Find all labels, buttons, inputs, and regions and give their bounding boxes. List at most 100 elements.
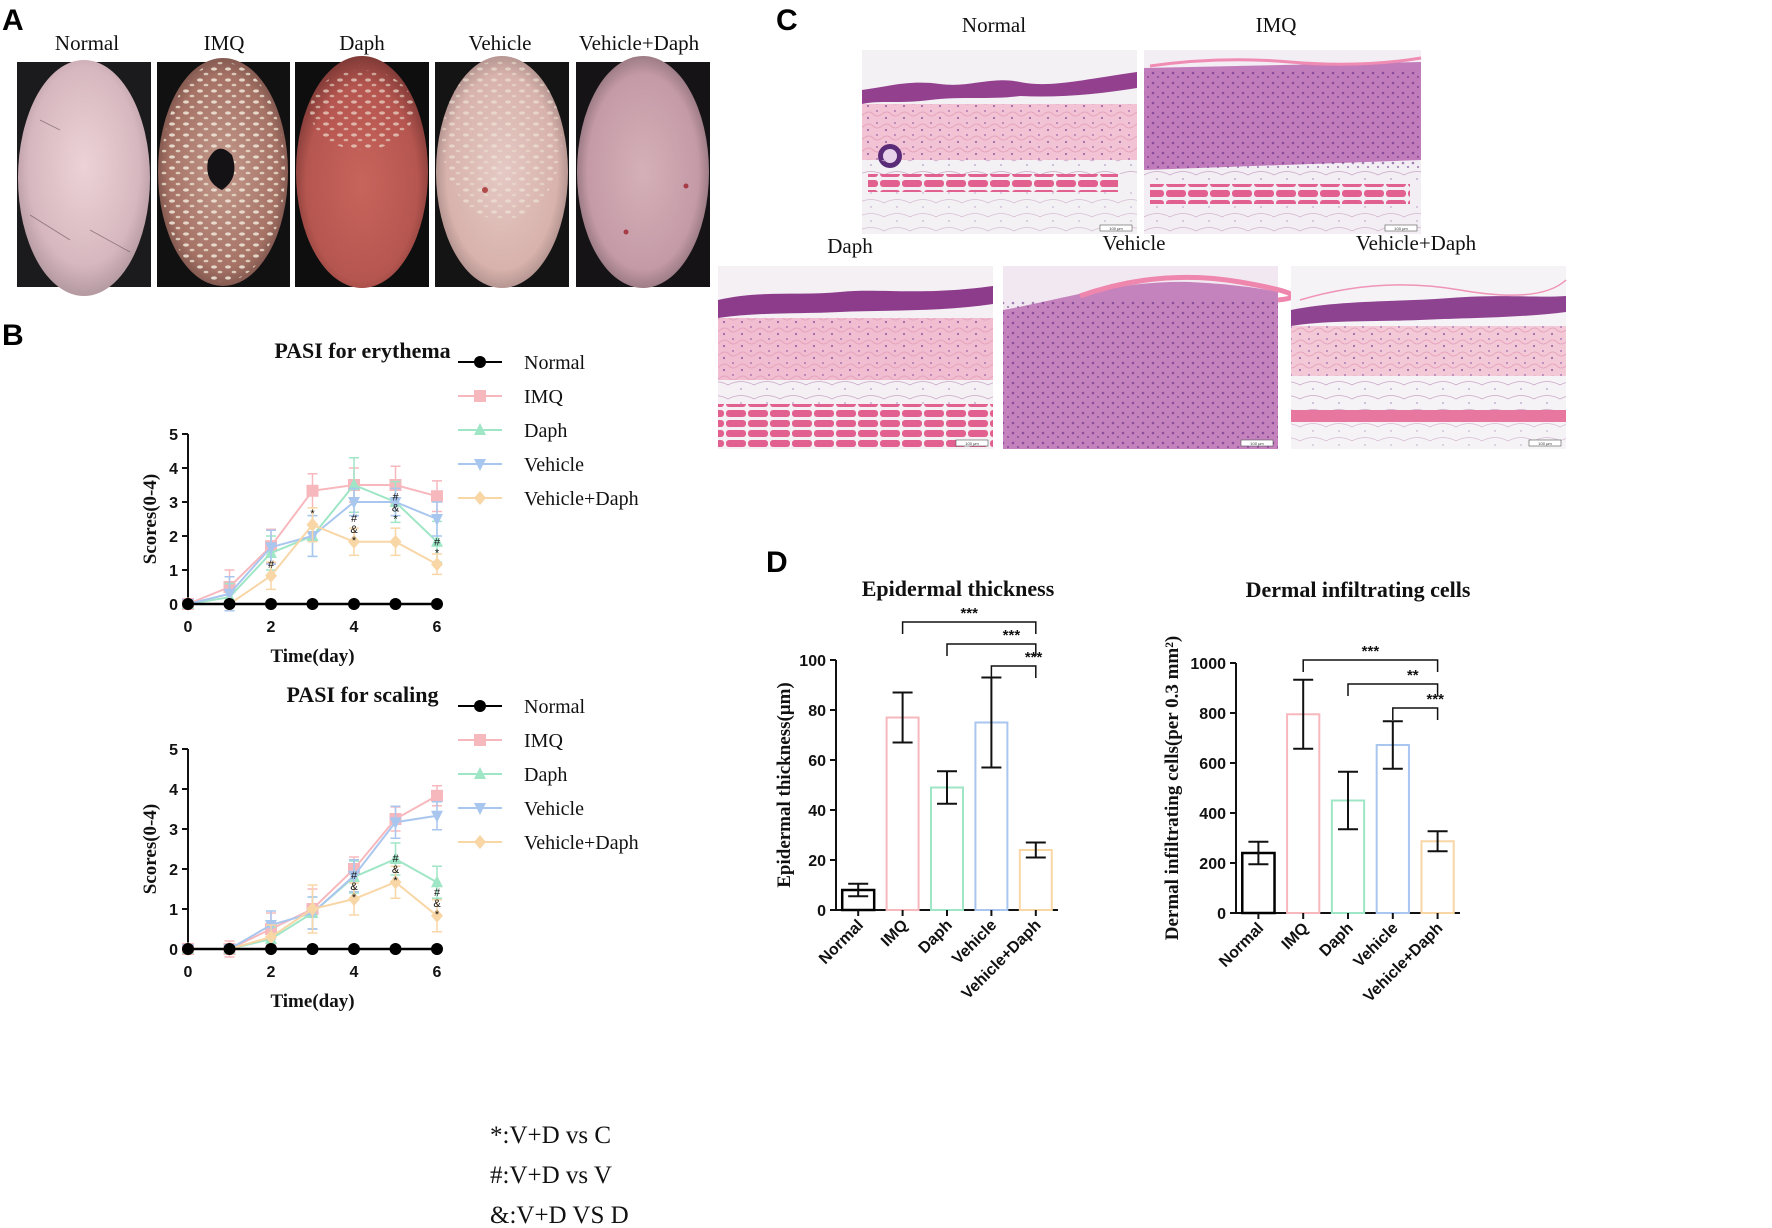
y-tick-label: 40 xyxy=(808,803,826,820)
series-vehicle-daph xyxy=(182,865,443,956)
legend-marker-imq xyxy=(474,390,486,402)
error-bar-daph xyxy=(1338,770,1358,831)
significance-bracket xyxy=(901,621,1037,634)
y-axis-label: Epidermal thickness(μm) xyxy=(774,682,795,888)
error-bar-imq xyxy=(892,691,913,744)
data-point-vehicle xyxy=(431,810,443,823)
y-tick-label: 0 xyxy=(817,903,826,920)
line-chart-1: PASI for scaling 0 1 2 3 4 5 0 2 4 6 Time(day) Score… xyxy=(140,682,639,1012)
photo-daph xyxy=(295,56,429,288)
histo-title-vehicle: Vehicle xyxy=(1103,231,1166,255)
annotation-mark: # xyxy=(351,870,358,882)
data-point-vehicle-daph xyxy=(306,517,319,532)
data-point-normal xyxy=(348,943,360,955)
bar-vehicle xyxy=(1375,744,1410,914)
error-bar-vehicle xyxy=(1382,720,1403,770)
x-axis-label: Time(day) xyxy=(270,646,354,667)
data-point-normal xyxy=(389,943,402,955)
legend-marker-vehicle-daph xyxy=(474,835,486,849)
annotation-mark: * xyxy=(393,514,398,526)
x-tick-label-normal: Normal xyxy=(1216,920,1267,971)
y-axis-label: Dermal infiltrating cells(per 0.3 mm²) xyxy=(1162,636,1183,941)
significance-label: *** xyxy=(1362,643,1380,660)
y-tick-label: 80 xyxy=(808,703,826,720)
note-hash: #:V+D vs V xyxy=(490,1162,612,1189)
y-tick-label: 200 xyxy=(1199,856,1226,873)
y-tick-label: 1 xyxy=(169,902,178,919)
note-star: *:V+D vs C xyxy=(490,1122,611,1149)
data-point-vehicle xyxy=(389,497,402,509)
error-bar-normal xyxy=(848,882,869,898)
x-tick-label-imq: IMQ xyxy=(878,917,911,950)
error-bar-vehicle-daph xyxy=(1427,830,1448,853)
histo-title-vehicle-daph: Vehicle+Daph xyxy=(1356,231,1477,255)
significance-label: *** xyxy=(960,605,978,622)
data-point-vehicle-daph xyxy=(265,568,277,583)
annotation-mark: # xyxy=(392,492,399,504)
y-tick-label: 0 xyxy=(169,597,178,614)
annotation-mark: * xyxy=(435,548,440,560)
note-amp: &:V+D VS D xyxy=(490,1202,629,1228)
y-tick-label: 1 xyxy=(169,563,178,580)
photo-vehicle-daph xyxy=(576,56,710,288)
legend-label-imq: IMQ xyxy=(524,386,563,408)
panel-label-d: D xyxy=(766,546,788,579)
x-tick-label-normal: Normal xyxy=(816,917,867,968)
y-tick-label: 0 xyxy=(1217,906,1226,923)
y-tick-label: 4 xyxy=(169,782,178,799)
histology-panel-c: Normal IMQ Daph Vehicle Vehicle+Daph 100… xyxy=(718,13,1567,449)
scale-bar-label-4: 100 μm xyxy=(1250,441,1264,446)
significance-bracket xyxy=(1302,659,1439,672)
data-point-normal xyxy=(431,598,443,610)
annotation-mark: & xyxy=(350,881,358,893)
significance-bracket xyxy=(946,643,1037,656)
annotation-mark: # xyxy=(392,853,399,865)
x-tick-label-vehicle-daph: Vehicle+Daph xyxy=(1361,920,1447,1006)
histo-title-daph: Daph xyxy=(827,234,873,258)
histology-vehicle-daph: 100 μm xyxy=(1291,266,1567,449)
scale-bar-label-5: 100 μm xyxy=(1538,441,1552,446)
chart-title: Dermal infiltrating cells xyxy=(1246,577,1471,602)
y-tick-label: 100 xyxy=(799,653,826,670)
data-point-vehicle-daph xyxy=(389,534,402,549)
data-point-vehicle xyxy=(348,497,360,509)
data-point-normal xyxy=(265,943,277,955)
data-point-vehicle-daph xyxy=(431,557,443,572)
data-point-daph xyxy=(389,852,402,864)
histology-imq: 100 μm xyxy=(1144,50,1422,234)
data-point-vehicle xyxy=(389,817,402,830)
legend-marker-daph xyxy=(474,767,486,779)
photo-title-vehicle: Vehicle xyxy=(469,31,532,55)
x-tick-label: 6 xyxy=(433,964,442,981)
annotation-mark: & xyxy=(350,524,358,536)
scale-bar-label-3: 100 μm xyxy=(965,441,979,446)
annotation-mark: & xyxy=(392,503,400,515)
legend-marker-daph xyxy=(474,423,486,435)
annotation-mark: # xyxy=(434,537,441,549)
panel-label-c: C xyxy=(776,4,798,37)
legend: Normal IMQ Daph Vehicle Vehicle+Daph xyxy=(458,352,639,510)
data-point-vehicle xyxy=(348,870,360,883)
data-point-normal xyxy=(348,598,360,610)
photo-normal xyxy=(17,60,151,296)
y-tick-label: 4 xyxy=(169,461,178,478)
histo-title-normal: Normal xyxy=(962,13,1026,37)
annotation-mark: # xyxy=(434,887,441,899)
legend-marker-normal xyxy=(474,700,486,712)
legend-label-normal: Normal xyxy=(524,696,586,718)
data-point-normal xyxy=(265,598,277,610)
data-point-vehicle-daph xyxy=(265,930,277,944)
legend-label-vehicle: Vehicle xyxy=(524,454,584,476)
y-tick-label: 60 xyxy=(808,753,826,770)
photo-imq xyxy=(157,58,290,287)
data-point-normal xyxy=(223,943,236,955)
bar-chart-3: Dermal infiltrating cells 0 200 400 600 800 10… xyxy=(1162,577,1471,1006)
data-point-vehicle-daph xyxy=(348,892,360,906)
data-point-normal xyxy=(182,598,194,610)
panel-label-a: A xyxy=(2,4,24,37)
histology-daph: 100 μm xyxy=(718,266,993,449)
data-point-normal xyxy=(223,598,236,610)
annotation-mark: & xyxy=(433,898,441,910)
photo-title-vehicle-daph: Vehicle+Daph xyxy=(579,31,700,55)
